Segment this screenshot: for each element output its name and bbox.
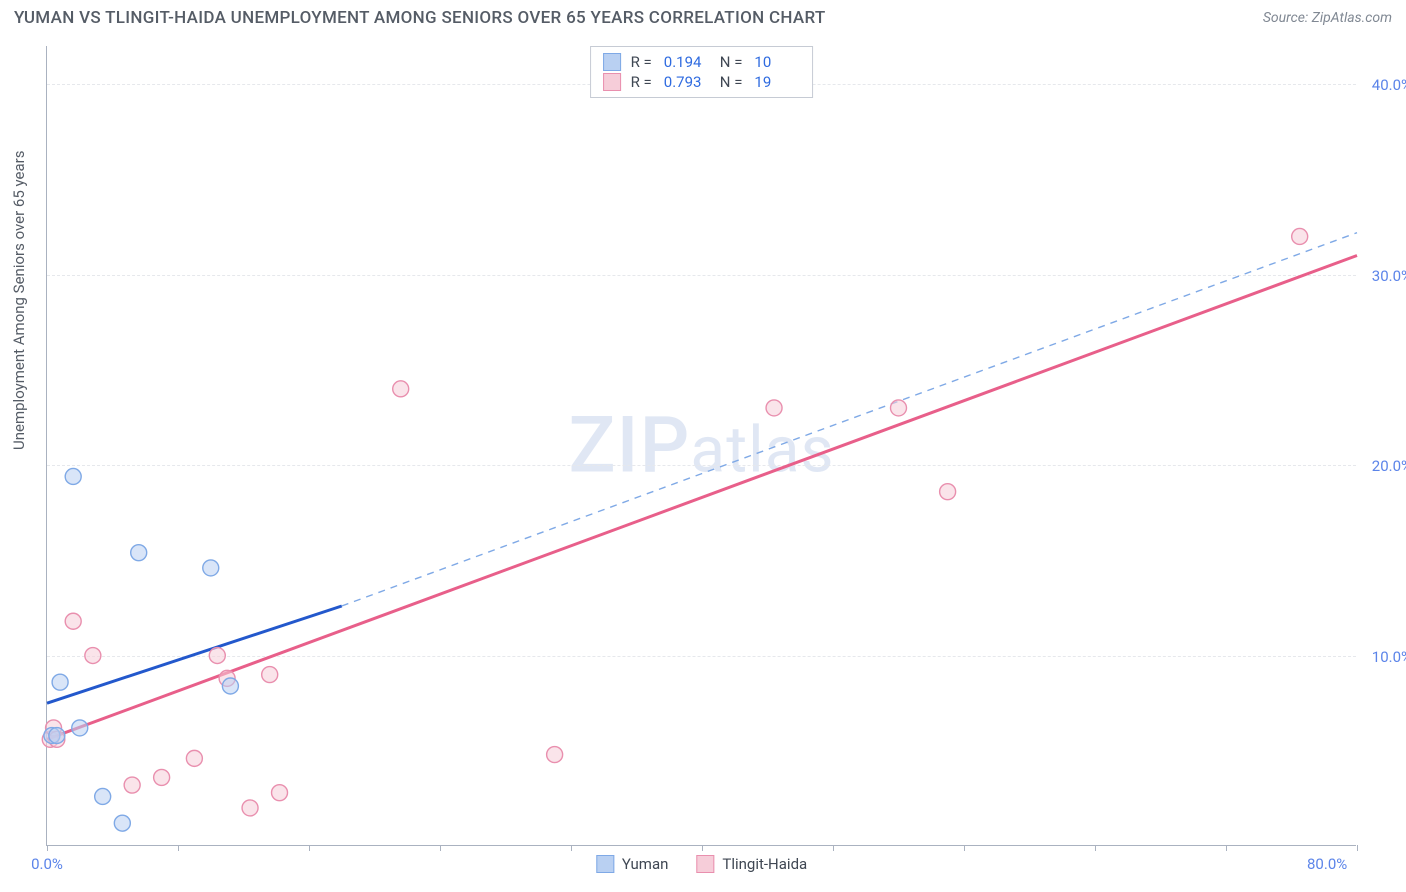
data-point xyxy=(72,720,88,736)
legend-row-tlingit: R = 0.793 N = 19 xyxy=(603,72,801,92)
trend-line xyxy=(342,233,1357,606)
swatch-tlingit xyxy=(696,855,714,873)
swatch-tlingit xyxy=(603,73,621,91)
source-label: Source: ZipAtlas.com xyxy=(1263,10,1392,26)
data-point xyxy=(65,468,81,484)
legend-row-yuman: R = 0.194 N = 10 xyxy=(603,52,801,72)
n-label: N = xyxy=(720,53,743,71)
chart-title: YUMAN VS TLINGIT-HAIDA UNEMPLOYMENT AMON… xyxy=(14,8,826,28)
xtick xyxy=(178,845,179,851)
swatch-yuman xyxy=(596,855,614,873)
data-point xyxy=(114,815,130,831)
ytick-label: 10.0% xyxy=(1372,648,1406,666)
n-label: N = xyxy=(720,73,743,91)
xtick xyxy=(47,845,48,851)
data-point xyxy=(262,667,278,683)
y-axis-label: Unemployment Among Seniors over 65 years xyxy=(10,151,28,450)
r-value-tlingit: 0.793 xyxy=(664,73,710,91)
xtick xyxy=(833,845,834,851)
plot-area: ZIPatlas 10.0%20.0%30.0%40.0% R = 0.194 … xyxy=(46,46,1356,846)
trend-line xyxy=(47,256,1357,740)
data-point xyxy=(222,678,238,694)
data-point xyxy=(131,545,147,561)
xtick xyxy=(309,845,310,851)
data-point xyxy=(272,785,288,801)
xtick xyxy=(440,845,441,851)
xtick-label: 0.0% xyxy=(31,855,63,873)
data-point xyxy=(242,800,258,816)
xtick xyxy=(964,845,965,851)
legend-item-yuman: Yuman xyxy=(596,855,669,873)
data-point xyxy=(766,400,782,416)
data-point xyxy=(393,381,409,397)
r-label: R = xyxy=(631,73,652,91)
scatter-plot-svg xyxy=(47,46,1356,845)
data-point xyxy=(49,728,65,744)
data-point xyxy=(124,777,140,793)
data-point xyxy=(1292,228,1308,244)
xtick xyxy=(702,845,703,851)
legend-series: Yuman Tlingit-Haida xyxy=(596,855,807,873)
title-bar: YUMAN VS TLINGIT-HAIDA UNEMPLOYMENT AMON… xyxy=(0,0,1406,32)
data-point xyxy=(65,613,81,629)
data-point xyxy=(154,769,170,785)
swatch-yuman xyxy=(603,53,621,71)
ytick-label: 40.0% xyxy=(1372,76,1406,94)
n-value-tlingit: 19 xyxy=(754,73,800,91)
data-point xyxy=(547,747,563,763)
ytick-label: 20.0% xyxy=(1372,457,1406,475)
data-point xyxy=(203,560,219,576)
legend-correlation: R = 0.194 N = 10 R = 0.793 N = 19 xyxy=(590,46,814,98)
data-point xyxy=(186,750,202,766)
data-point xyxy=(940,484,956,500)
data-point xyxy=(95,788,111,804)
series-label-yuman: Yuman xyxy=(622,855,669,873)
xtick xyxy=(1095,845,1096,851)
n-value-yuman: 10 xyxy=(754,53,800,71)
xtick-label: 80.0% xyxy=(1307,855,1406,873)
legend-item-tlingit: Tlingit-Haida xyxy=(696,855,807,873)
xtick xyxy=(1226,845,1227,851)
r-label: R = xyxy=(631,53,652,71)
xtick xyxy=(571,845,572,851)
data-point xyxy=(85,648,101,664)
xtick xyxy=(1357,845,1358,851)
data-point xyxy=(891,400,907,416)
ytick-label: 30.0% xyxy=(1372,267,1406,285)
r-value-yuman: 0.194 xyxy=(664,53,710,71)
data-point xyxy=(209,648,225,664)
data-point xyxy=(52,674,68,690)
series-label-tlingit: Tlingit-Haida xyxy=(722,855,807,873)
